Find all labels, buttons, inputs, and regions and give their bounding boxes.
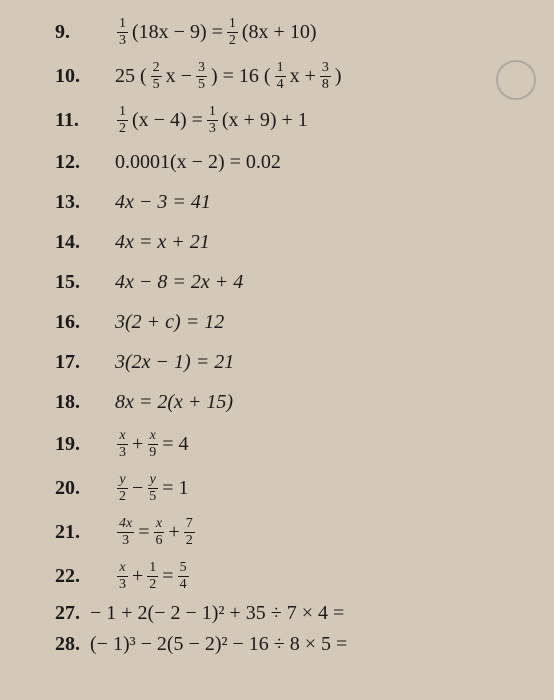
problem-number: 21. — [20, 521, 115, 544]
problem-number: 18. — [20, 391, 115, 414]
equation: 3(2x − 1) = 21 — [115, 351, 234, 374]
eq-text: (x + 9) + 1 — [222, 109, 308, 132]
eq-text: x + — [290, 65, 316, 88]
equation: 12 (x − 4) = 13 (x + 9) + 1 — [115, 105, 308, 136]
equation: 4x − 8 = 2x + 4 — [115, 271, 243, 294]
equation: 4x − 3 = 41 — [115, 191, 211, 214]
equation: x3 + x9 = 4 — [115, 429, 189, 460]
pencil-circle-mark — [496, 60, 536, 100]
problem-number: 9. — [20, 21, 115, 44]
problem-number: 11. — [20, 109, 115, 132]
fraction: 12 — [117, 105, 128, 136]
problem-row: 17. 3(2x − 1) = 21 — [20, 342, 534, 382]
equation: x3 + 12 = 54 — [115, 561, 191, 592]
fraction: 4x3 — [117, 517, 134, 548]
problem-row: 27. − 1 + 2(− 2 − 1)² + 35 ÷ 7 × 4 = — [55, 598, 534, 629]
fraction: y5 — [147, 473, 158, 504]
eq-text: 25 ( — [115, 65, 147, 88]
eq-text: = — [162, 565, 173, 588]
eq-text: (8x + 10) — [242, 21, 317, 44]
eq-text: x − — [166, 65, 192, 88]
problem-row: 12. 0.0001(x − 2) = 0.02 — [20, 142, 534, 182]
fraction: 14 — [275, 61, 286, 92]
fraction: 13 — [207, 105, 218, 136]
equation: y2 − y5 = 1 — [115, 473, 189, 504]
eq-text: + — [132, 433, 143, 456]
equation: 4x3 = x6 + 72 — [115, 517, 197, 548]
fraction: x3 — [117, 429, 128, 460]
eq-text: + — [132, 565, 143, 588]
problem-row: 21. 4x3 = x6 + 72 — [20, 510, 534, 554]
eq-text: = — [138, 521, 149, 544]
fraction: x3 — [117, 561, 128, 592]
fraction: y2 — [117, 473, 128, 504]
problem-row: 22. x3 + 12 = 54 — [20, 554, 534, 598]
problem-number: 15. — [20, 271, 115, 294]
problem-number: 28. — [55, 633, 80, 656]
fraction: 13 — [117, 17, 128, 48]
fraction: 12 — [147, 561, 158, 592]
equation: 13 (18x − 9) = 12 (8x + 10) — [115, 17, 317, 48]
problem-number: 17. — [20, 351, 115, 374]
equation: − 1 + 2(− 2 − 1)² + 35 ÷ 7 × 4 = — [90, 602, 344, 625]
problem-number: 12. — [20, 151, 115, 174]
problem-row: 10. 25 ( 25 x − 35 ) = 16 ( 14 x + 38 ) — [20, 54, 534, 98]
fraction: x9 — [147, 429, 158, 460]
equation: 3(2 + c) = 12 — [115, 311, 224, 334]
eq-text: (x − 4) = — [132, 109, 203, 132]
problem-row: 28. (− 1)³ − 2(5 − 2)² − 16 ÷ 8 × 5 = — [55, 629, 534, 660]
problem-number: 20. — [20, 477, 115, 500]
problem-number: 10. — [20, 65, 115, 88]
fraction: x6 — [154, 517, 165, 548]
problem-row: 14. 4x = x + 21 — [20, 222, 534, 262]
eq-text: + — [169, 521, 180, 544]
eq-text: − — [132, 477, 143, 500]
fraction: 72 — [184, 517, 195, 548]
problem-number: 22. — [20, 565, 115, 588]
equation: 0.0001(x − 2) = 0.02 — [115, 151, 281, 174]
problem-row: 9. 13 (18x − 9) = 12 (8x + 10) — [20, 10, 534, 54]
fraction: 54 — [178, 561, 189, 592]
equation: 25 ( 25 x − 35 ) = 16 ( 14 x + 38 ) — [115, 61, 342, 92]
fraction: 38 — [320, 61, 331, 92]
problem-number: 19. — [20, 433, 115, 456]
eq-text: ) = 16 ( — [211, 65, 271, 88]
eq-text: (18x − 9) = — [132, 21, 223, 44]
problem-row: 11. 12 (x − 4) = 13 (x + 9) + 1 — [20, 98, 534, 142]
problem-row: 20. y2 − y5 = 1 — [20, 466, 534, 510]
eq-text: = 1 — [162, 477, 188, 500]
fraction: 35 — [196, 61, 207, 92]
problem-number: 14. — [20, 231, 115, 254]
problem-row: 15. 4x − 8 = 2x + 4 — [20, 262, 534, 302]
equation: (− 1)³ − 2(5 − 2)² − 16 ÷ 8 × 5 = — [90, 633, 347, 656]
problem-row: 13. 4x − 3 = 41 — [20, 182, 534, 222]
problem-row: 18. 8x = 2(x + 15) — [20, 382, 534, 422]
eq-text: = 4 — [162, 433, 188, 456]
problem-number: 27. — [55, 602, 80, 625]
problem-number: 16. — [20, 311, 115, 334]
problem-row: 19. x3 + x9 = 4 — [20, 422, 534, 466]
equation: 8x = 2(x + 15) — [115, 391, 233, 414]
eq-text: ) — [335, 65, 342, 88]
fraction: 12 — [227, 17, 238, 48]
fraction: 25 — [151, 61, 162, 92]
equation: 4x = x + 21 — [115, 231, 210, 254]
problem-number: 13. — [20, 191, 115, 214]
problem-row: 16. 3(2 + c) = 12 — [20, 302, 534, 342]
